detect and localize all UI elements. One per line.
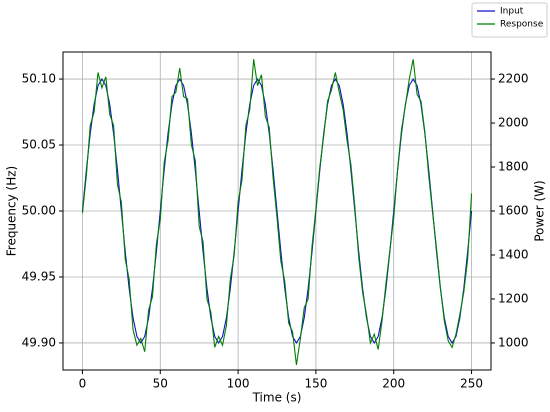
y2-tick-label: 1600 bbox=[498, 204, 529, 218]
y2-tick-label: 1000 bbox=[498, 335, 529, 349]
y-tick-label: 50.05 bbox=[22, 138, 56, 152]
y2-tick-label: 1400 bbox=[498, 247, 529, 261]
y2-tick-label: 1200 bbox=[498, 291, 529, 305]
plot-frame bbox=[62, 51, 492, 371]
x-tick-label: 100 bbox=[227, 377, 250, 391]
y2-axis-label: Power (W) bbox=[533, 180, 547, 241]
x-axis-label: Time (s) bbox=[252, 391, 302, 405]
y-tick-label: 49.90 bbox=[22, 335, 56, 349]
legend-label: Input bbox=[500, 7, 524, 17]
legend: Input Response bbox=[471, 2, 548, 38]
legend-label: Response bbox=[500, 20, 544, 30]
x-tick-label: 0 bbox=[79, 377, 87, 391]
x-tick-label: 200 bbox=[382, 377, 405, 391]
y2-tick-label: 2200 bbox=[498, 72, 529, 86]
series-line bbox=[81, 59, 473, 366]
x-tick-label: 50 bbox=[153, 377, 168, 391]
x-tick-label: 150 bbox=[304, 377, 327, 391]
y2-tick-label: 2000 bbox=[498, 116, 529, 130]
y2-tick-label: 1800 bbox=[498, 160, 529, 174]
y-tick-label: 50.10 bbox=[22, 72, 56, 86]
y-axis-label: Frequency (Hz) bbox=[5, 166, 19, 257]
y-tick-label: 49.95 bbox=[22, 269, 56, 283]
y-tick-label: 50.00 bbox=[22, 204, 56, 218]
x-tick-label: 250 bbox=[460, 377, 483, 391]
